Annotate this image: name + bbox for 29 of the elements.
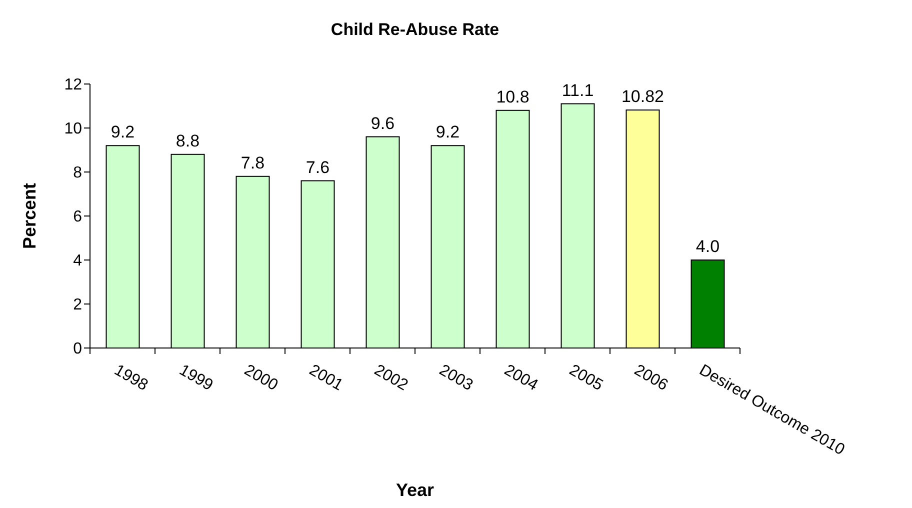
y-tick-label: 10 [64,120,82,138]
x-tick-label: 2000 [241,362,281,394]
data-label: 9.6 [370,114,395,133]
y-tick-label: 8 [73,164,82,182]
y-axis-title: Percent [20,182,40,250]
y-tick-label: 0 [73,340,82,358]
y-tick-label: 4 [73,252,82,270]
data-label: 9.2 [110,122,135,142]
x-tick-label: 2003 [436,362,476,394]
data-label: 10.8 [496,87,530,106]
x-tick-label: 2006 [631,362,671,394]
x-axis-title: Year [394,480,436,501]
data-label: 7.8 [240,153,265,172]
y-tick-label: 12 [64,76,82,94]
data-label: 8.8 [176,131,200,150]
data-label: 7.6 [306,158,330,177]
x-tick-label: 2005 [566,362,606,394]
data-label: 11.1 [562,80,594,100]
x-tick-label: 2004 [501,362,541,394]
x-tick-label: 1999 [176,362,216,394]
data-label: 9.2 [436,122,460,142]
y-tick-label: 2 [73,296,82,314]
x-tick-label: 2002 [371,362,411,394]
y-tick-label: 6 [73,208,82,226]
data-label: 10.82 [621,86,664,106]
x-tick-label: 2001 [306,362,346,394]
x-tick-label: 1998 [111,362,151,394]
data-label: 4.0 [696,237,720,256]
chart-title: Child Re-Abuse Rate [330,20,500,40]
